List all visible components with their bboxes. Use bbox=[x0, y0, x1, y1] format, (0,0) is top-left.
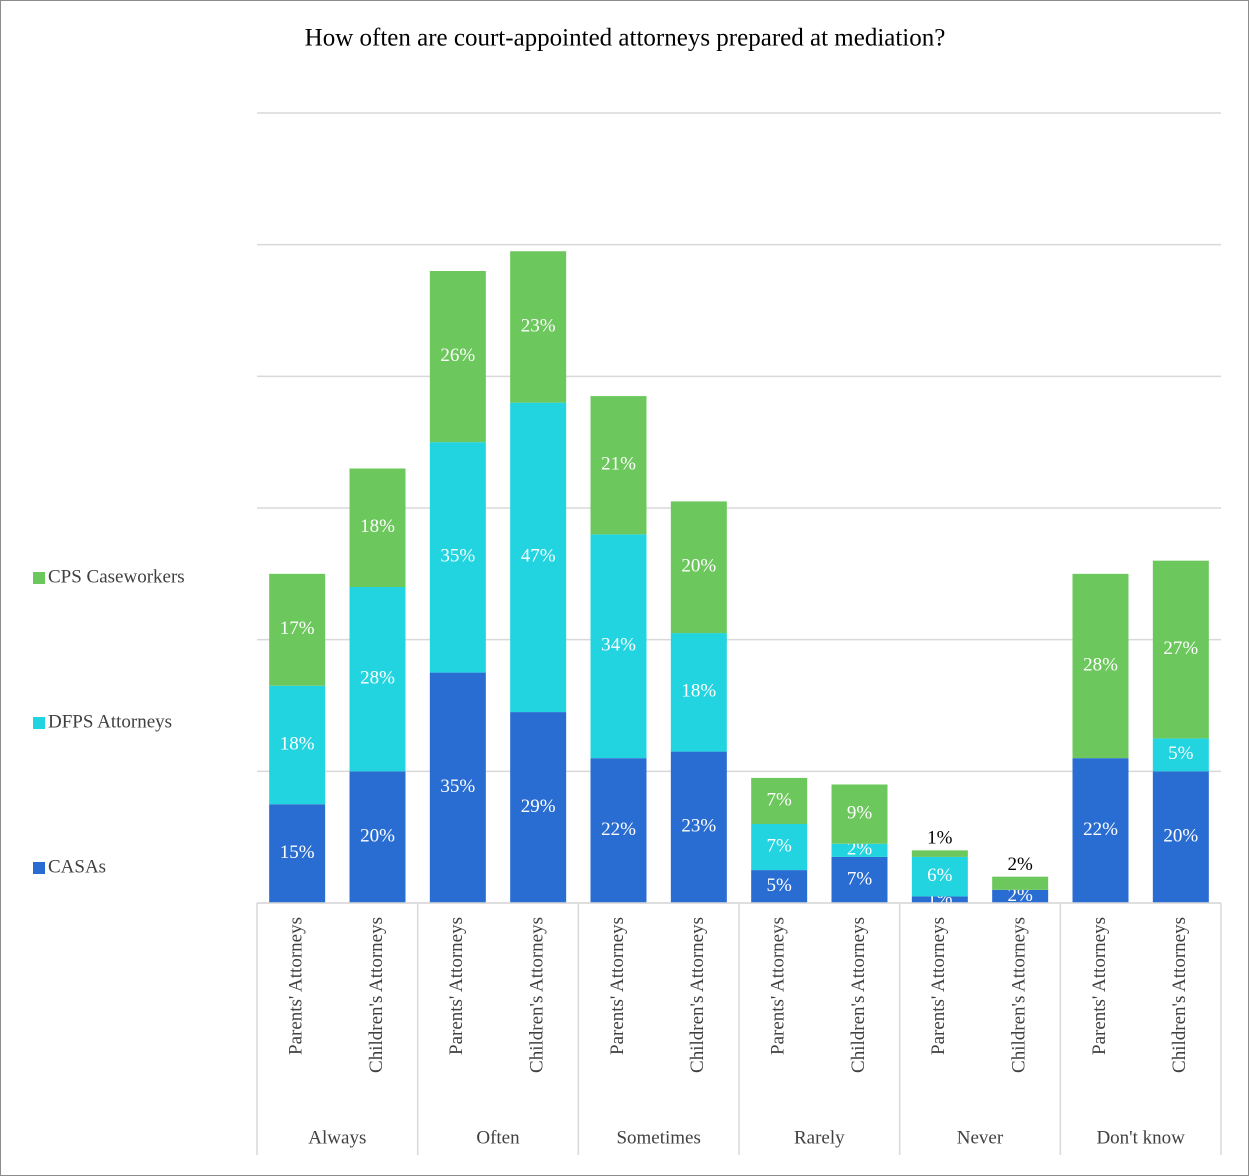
bar-segment bbox=[992, 889, 1049, 903]
bar-segment bbox=[751, 870, 808, 903]
x-tick-label: Children's Attorneys bbox=[527, 917, 548, 1073]
x-tick-label: Children's Attorneys bbox=[1169, 917, 1190, 1073]
legend-swatch bbox=[33, 717, 45, 729]
x-tick-label: Parents' Attorneys bbox=[607, 917, 628, 1055]
data-label: 20% bbox=[681, 556, 716, 577]
data-label: 22% bbox=[601, 819, 636, 840]
bar-segment bbox=[911, 856, 968, 897]
bar-segment bbox=[349, 587, 406, 772]
bar-segment bbox=[751, 824, 808, 871]
data-label: 15% bbox=[280, 842, 315, 863]
data-label: 26% bbox=[440, 345, 475, 366]
bar-segment bbox=[1072, 758, 1129, 903]
bar-segment bbox=[670, 501, 727, 634]
data-label: 18% bbox=[681, 681, 716, 702]
x-tick-label: Children's Attorneys bbox=[687, 917, 708, 1073]
data-label: 23% bbox=[521, 315, 556, 336]
data-label: 22% bbox=[1083, 819, 1118, 840]
bar-segment bbox=[590, 534, 647, 759]
legend-label: CPS Caseworkers bbox=[48, 566, 185, 587]
legend-swatch bbox=[33, 862, 45, 874]
bar-segment bbox=[670, 751, 727, 903]
data-label: 21% bbox=[601, 454, 636, 475]
bar-segment bbox=[349, 771, 406, 903]
data-label: 6% bbox=[927, 865, 953, 886]
x-tick-label: Parents' Attorneys bbox=[928, 917, 949, 1055]
bar-segment bbox=[831, 843, 888, 857]
group-label: Sometimes bbox=[616, 1127, 700, 1148]
data-label: 2% bbox=[1008, 885, 1034, 906]
data-label: 7% bbox=[847, 868, 873, 889]
data-label: 1% bbox=[927, 828, 953, 849]
bar-segment bbox=[510, 712, 567, 903]
bar-segment bbox=[911, 850, 968, 857]
bar-segment bbox=[1152, 560, 1209, 739]
data-label: 35% bbox=[440, 776, 475, 797]
data-label: 29% bbox=[521, 796, 556, 817]
data-label: 7% bbox=[767, 789, 793, 810]
bar-segment bbox=[670, 633, 727, 752]
group-label: Always bbox=[308, 1127, 366, 1148]
x-tick-label: Parents' Attorneys bbox=[1089, 917, 1110, 1055]
bar-segment bbox=[1152, 771, 1209, 903]
data-label: 17% bbox=[280, 618, 315, 639]
bar-segment bbox=[269, 573, 326, 686]
bar-segment bbox=[1152, 738, 1209, 772]
data-label: 20% bbox=[1163, 826, 1198, 847]
legend-label: DFPS Attorneys bbox=[48, 711, 172, 732]
bar-segment bbox=[831, 784, 888, 844]
data-label: 9% bbox=[847, 802, 873, 823]
bar-segment bbox=[510, 251, 567, 403]
bar-segment bbox=[510, 402, 567, 713]
data-label: 35% bbox=[440, 546, 475, 567]
data-label: 20% bbox=[360, 826, 395, 847]
bar-segment bbox=[269, 685, 326, 805]
group-label: Often bbox=[476, 1127, 520, 1148]
x-tick-label: Parents' Attorneys bbox=[286, 917, 307, 1055]
bar-segment bbox=[429, 672, 486, 903]
bar-segment bbox=[751, 777, 808, 824]
group-label: Never bbox=[957, 1127, 1004, 1148]
data-label: 28% bbox=[360, 668, 395, 689]
data-label: 5% bbox=[1168, 743, 1194, 764]
bar-segment bbox=[992, 876, 1049, 890]
data-label: 18% bbox=[360, 516, 395, 537]
data-label: 47% bbox=[521, 546, 556, 567]
legend-swatch bbox=[33, 572, 45, 584]
group-label: Rarely bbox=[794, 1127, 845, 1148]
bar-segment bbox=[590, 758, 647, 903]
x-tick-label: Children's Attorneys bbox=[366, 917, 387, 1073]
bar-segment bbox=[590, 396, 647, 535]
data-label: 23% bbox=[681, 816, 716, 837]
bar-segment bbox=[911, 896, 968, 903]
bar-segment bbox=[429, 271, 486, 443]
data-label: 27% bbox=[1163, 638, 1198, 659]
bar-segment bbox=[1072, 573, 1129, 759]
data-label: 28% bbox=[1083, 654, 1118, 675]
data-label: 2% bbox=[1008, 854, 1034, 875]
bar-segment bbox=[349, 468, 406, 587]
bar-segment bbox=[429, 442, 486, 673]
legend-label: CASAs bbox=[48, 856, 106, 877]
x-tick-label: Parents' Attorneys bbox=[446, 917, 467, 1055]
x-tick-label: Children's Attorneys bbox=[848, 917, 869, 1073]
group-label: Don't know bbox=[1096, 1127, 1185, 1148]
data-label: 18% bbox=[280, 733, 315, 754]
chart-title: How often are court-appointed attorneys … bbox=[305, 25, 946, 52]
x-tick-label: Children's Attorneys bbox=[1009, 917, 1030, 1073]
x-tick-label: Parents' Attorneys bbox=[768, 917, 789, 1055]
data-label: 7% bbox=[767, 835, 793, 856]
bar-segment bbox=[269, 804, 326, 903]
bar-segment bbox=[831, 856, 888, 903]
data-label: 5% bbox=[767, 875, 793, 896]
data-label: 34% bbox=[601, 635, 636, 656]
data-label: 2% bbox=[847, 839, 873, 860]
